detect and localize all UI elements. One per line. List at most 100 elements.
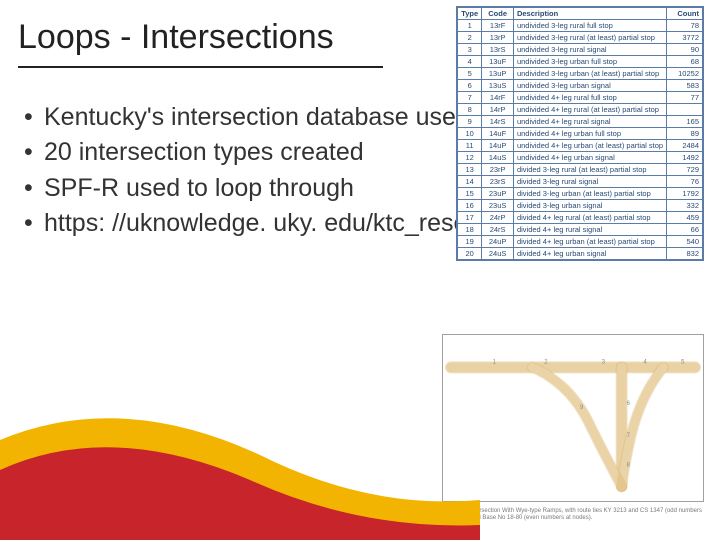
table-row: 914rSundivided 4+ leg rural signal165 bbox=[458, 116, 703, 128]
table-cell: 1 bbox=[458, 20, 482, 32]
table-row: 1924uPdivided 4+ leg urban (at least) pa… bbox=[458, 236, 703, 248]
table-cell: 15 bbox=[458, 188, 482, 200]
title-underline bbox=[18, 66, 383, 68]
table-row: 513uPundivided 3-leg urban (at least) pa… bbox=[458, 68, 703, 80]
page-title: Loops - Intersections bbox=[18, 18, 334, 57]
table-row: 1724rPdivided 4+ leg rural (at least) pa… bbox=[458, 212, 703, 224]
table-cell: 14 bbox=[458, 176, 482, 188]
table-row: 1114uPundivided 4+ leg urban (at least) … bbox=[458, 140, 703, 152]
table-cell: 89 bbox=[667, 128, 703, 140]
table-cell: 2 bbox=[458, 32, 482, 44]
table-cell: 78 bbox=[667, 20, 703, 32]
slide: Loops - Intersections Kentucky's interse… bbox=[0, 0, 720, 540]
table-cell: 12 bbox=[458, 152, 482, 164]
table-cell: 14uP bbox=[482, 140, 514, 152]
table-cell: 90 bbox=[667, 44, 703, 56]
table-cell: 1492 bbox=[667, 152, 703, 164]
table-cell: 165 bbox=[667, 116, 703, 128]
table-cell: 16 bbox=[458, 200, 482, 212]
intersection-diagram: 1 2 3 4 5 6 7 8 9 bbox=[442, 334, 704, 502]
table-cell: 23rP bbox=[482, 164, 514, 176]
table-cell: 24uP bbox=[482, 236, 514, 248]
table-row: 1423rSdivided 3-leg rural signal76 bbox=[458, 176, 703, 188]
table-cell: undivided 4+ leg urban signal bbox=[513, 152, 666, 164]
table-cell: undivided 3-leg urban (at least) partial… bbox=[513, 68, 666, 80]
table-cell: 14rS bbox=[482, 116, 514, 128]
table-row: 1824rSdivided 4+ leg rural signal66 bbox=[458, 224, 703, 236]
table-cell: undivided 3-leg rural (at least) partial… bbox=[513, 32, 666, 44]
table-cell: 13uP bbox=[482, 68, 514, 80]
table-cell: 3 bbox=[458, 44, 482, 56]
table-cell: divided 4+ leg rural (at least) partial … bbox=[513, 212, 666, 224]
table-cell: 76 bbox=[667, 176, 703, 188]
table-cell: 23rS bbox=[482, 176, 514, 188]
table-row: 313rSundivided 3-leg rural signal90 bbox=[458, 44, 703, 56]
table-cell: 17 bbox=[458, 212, 482, 224]
table-cell: 77 bbox=[667, 92, 703, 104]
table-row: 213rPundivided 3-leg rural (at least) pa… bbox=[458, 32, 703, 44]
table-cell: 13rF bbox=[482, 20, 514, 32]
table-cell: divided 3-leg rural signal bbox=[513, 176, 666, 188]
table-cell: 7 bbox=[458, 92, 482, 104]
table-cell: 13rS bbox=[482, 44, 514, 56]
table-cell: 14uF bbox=[482, 128, 514, 140]
table-cell: undivided 3-leg rural signal bbox=[513, 44, 666, 56]
table-cell: 24rP bbox=[482, 212, 514, 224]
table-row: 1323rPdivided 3-leg rural (at least) par… bbox=[458, 164, 703, 176]
col-count: Count bbox=[667, 8, 703, 20]
table-cell: 5 bbox=[458, 68, 482, 80]
table-cell: 13rP bbox=[482, 32, 514, 44]
table-cell: divided 4+ leg urban signal bbox=[513, 248, 666, 260]
table-cell: 3772 bbox=[667, 32, 703, 44]
diagram-caption: Figure 1: Intersection With Wye-type Ram… bbox=[444, 508, 702, 522]
table-cell: undivided 3-leg urban signal bbox=[513, 80, 666, 92]
table-cell: 1792 bbox=[667, 188, 703, 200]
table-cell: 9 bbox=[458, 116, 482, 128]
table-cell: 8 bbox=[458, 104, 482, 116]
table-cell: 6 bbox=[458, 80, 482, 92]
table-cell: 2484 bbox=[667, 140, 703, 152]
table-cell: 11 bbox=[458, 140, 482, 152]
table-row: 714rFundivided 4+ leg rural full stop77 bbox=[458, 92, 703, 104]
table-cell: 10252 bbox=[667, 68, 703, 80]
table-row: 1623uSdivided 3-leg urban signal332 bbox=[458, 200, 703, 212]
table-row: 1014uFundivided 4+ leg urban full stop89 bbox=[458, 128, 703, 140]
table-cell: 540 bbox=[667, 236, 703, 248]
table-cell: 19 bbox=[458, 236, 482, 248]
table-cell: 24rS bbox=[482, 224, 514, 236]
table-cell: divided 4+ leg urban (at least) partial … bbox=[513, 236, 666, 248]
types-table: Type Code Description Count 113rFundivid… bbox=[456, 6, 704, 261]
table-cell: 14rF bbox=[482, 92, 514, 104]
table-cell: undivided 3-leg rural full stop bbox=[513, 20, 666, 32]
table-cell: undivided 4+ leg urban full stop bbox=[513, 128, 666, 140]
table-cell: 24uS bbox=[482, 248, 514, 260]
col-type: Type bbox=[458, 8, 482, 20]
table-cell: 459 bbox=[667, 212, 703, 224]
table-row: 613uSundivided 3-leg urban signal583 bbox=[458, 80, 703, 92]
table-cell: undivided 4+ leg rural (at least) partia… bbox=[513, 104, 666, 116]
col-code: Code bbox=[482, 8, 514, 20]
types-table-inner: Type Code Description Count 113rFundivid… bbox=[457, 7, 703, 260]
table-cell: undivided 4+ leg rural signal bbox=[513, 116, 666, 128]
table-cell: divided 4+ leg rural signal bbox=[513, 224, 666, 236]
table-cell: 23uP bbox=[482, 188, 514, 200]
table-cell: 4 bbox=[458, 56, 482, 68]
table-cell bbox=[667, 104, 703, 116]
table-cell: 10 bbox=[458, 128, 482, 140]
table-cell: 13 bbox=[458, 164, 482, 176]
table-cell: undivided 3-leg urban full stop bbox=[513, 56, 666, 68]
table-cell: 13uS bbox=[482, 80, 514, 92]
table-cell: 23uS bbox=[482, 200, 514, 212]
table-cell: 20 bbox=[458, 248, 482, 260]
diagram-svg: 1 2 3 4 5 6 7 8 9 bbox=[443, 335, 703, 501]
table-row: 814rPundivided 4+ leg rural (at least) p… bbox=[458, 104, 703, 116]
table-cell: undivided 4+ leg urban (at least) partia… bbox=[513, 140, 666, 152]
table-cell: 66 bbox=[667, 224, 703, 236]
table-cell: 13uF bbox=[482, 56, 514, 68]
table-cell: 18 bbox=[458, 224, 482, 236]
table-row: 113rFundivided 3-leg rural full stop78 bbox=[458, 20, 703, 32]
table-cell: divided 3-leg rural (at least) partial s… bbox=[513, 164, 666, 176]
table-cell: divided 3-leg urban signal bbox=[513, 200, 666, 212]
table-cell: 832 bbox=[667, 248, 703, 260]
svg-text:7: 7 bbox=[627, 433, 630, 439]
